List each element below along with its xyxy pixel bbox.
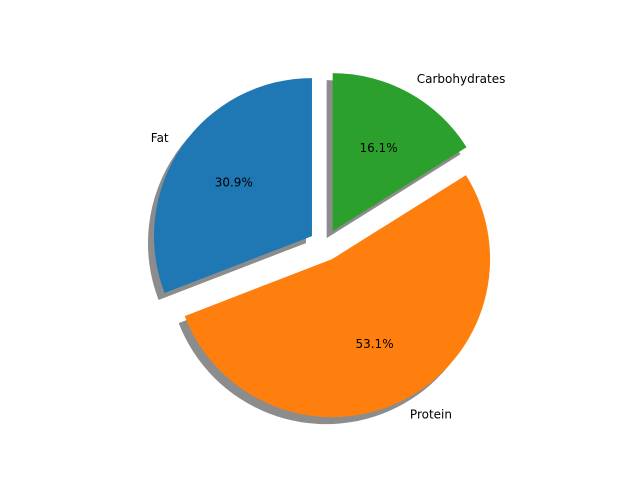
pie-labels: Fat 30.9% Protein 53.1% Carbohydrates 16.1% bbox=[151, 72, 506, 421]
slice-carbohydrates bbox=[332, 73, 467, 232]
slice-percent-carbohydrates: 16.1% bbox=[359, 141, 397, 155]
slice-fat bbox=[153, 78, 312, 294]
slice-percent-fat: 30.9% bbox=[215, 175, 253, 189]
pie-wedges bbox=[153, 73, 491, 418]
slice-percent-protein: 53.1% bbox=[355, 337, 393, 351]
slice-protein bbox=[184, 175, 491, 418]
slice-label-protein: Protein bbox=[410, 408, 452, 422]
slice-label-fat: Fat bbox=[151, 131, 169, 145]
slice-label-carbohydrates: Carbohydrates bbox=[417, 72, 506, 86]
